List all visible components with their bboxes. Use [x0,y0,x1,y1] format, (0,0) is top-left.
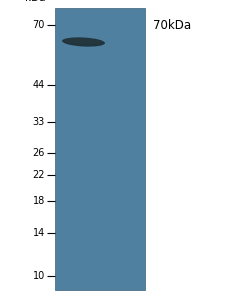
Text: 44: 44 [33,80,45,90]
Ellipse shape [64,38,101,44]
Text: 10: 10 [33,272,45,281]
Bar [55,8,145,290]
Text: 33: 33 [33,117,45,127]
Ellipse shape [62,37,105,47]
Text: 18: 18 [33,196,45,206]
Text: 70kDa: 70kDa [153,19,191,32]
Text: kDa: kDa [24,0,45,3]
Text: 14: 14 [33,228,45,238]
Text: 26: 26 [33,148,45,158]
Text: 70: 70 [33,20,45,30]
Text: 22: 22 [32,170,45,180]
